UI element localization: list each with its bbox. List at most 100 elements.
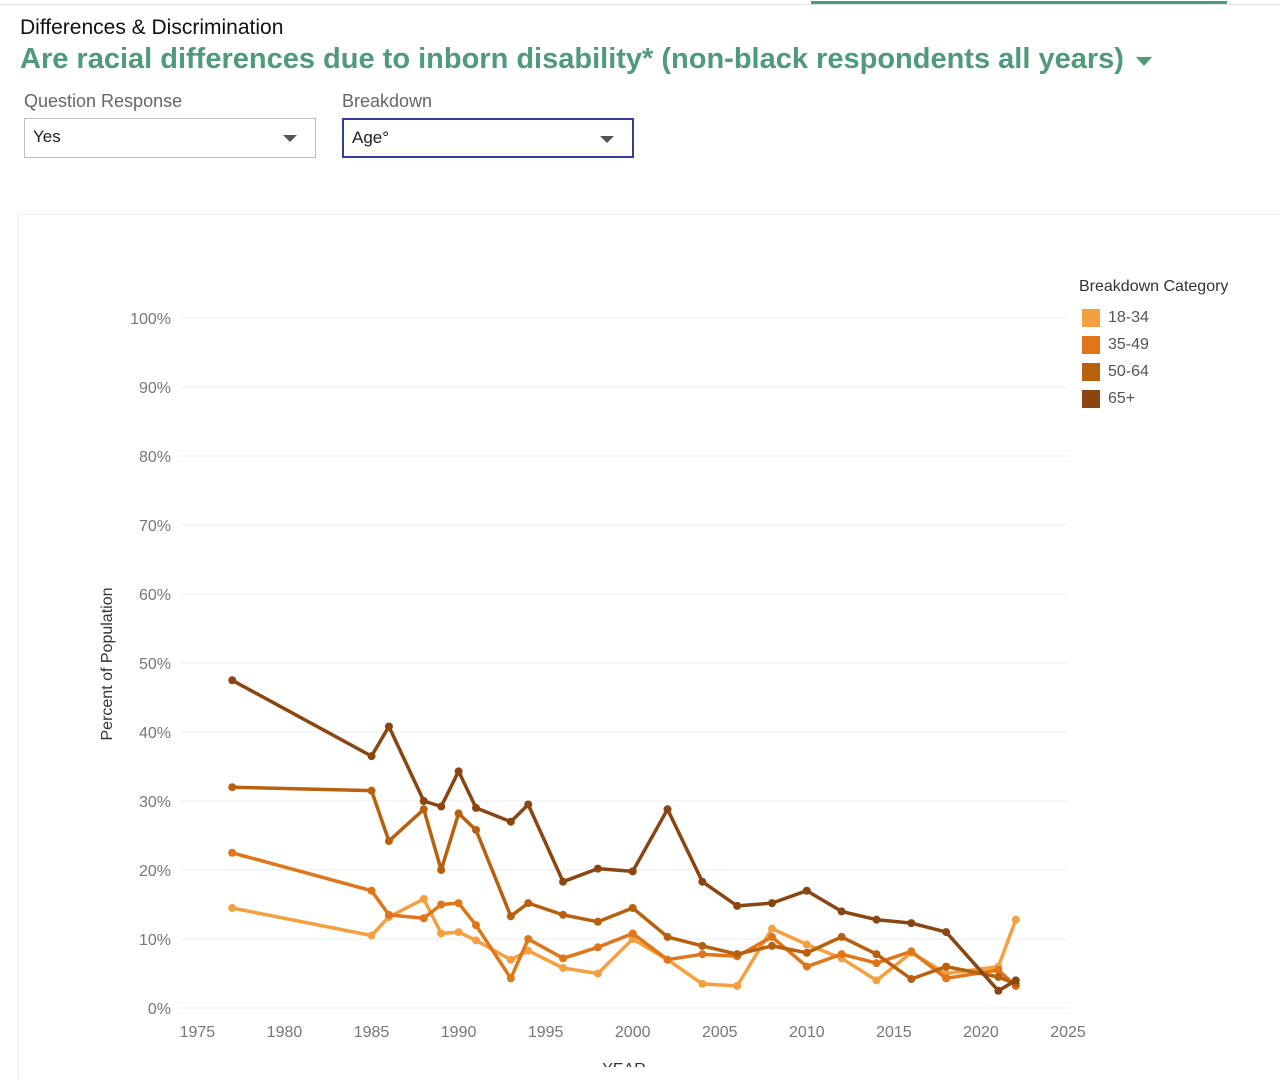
- chart-title-dropdown[interactable]: Are racial differences due to inborn dis…: [20, 43, 1152, 76]
- data-point[interactable]: [628, 867, 637, 876]
- question-response-select[interactable]: Yes: [24, 118, 316, 158]
- data-point[interactable]: [559, 910, 568, 919]
- data-point[interactable]: [942, 974, 951, 983]
- data-point[interactable]: [733, 981, 742, 990]
- data-point[interactable]: [559, 963, 568, 972]
- data-point[interactable]: [1011, 915, 1020, 924]
- legend-item[interactable]: 35-49: [1079, 331, 1228, 358]
- data-point[interactable]: [628, 929, 637, 938]
- legend-item[interactable]: 18-34: [1079, 304, 1228, 331]
- data-point[interactable]: [559, 954, 568, 963]
- data-point[interactable]: [437, 802, 446, 811]
- data-point[interactable]: [559, 877, 568, 886]
- data-point[interactable]: [698, 941, 707, 950]
- data-point[interactable]: [593, 864, 602, 873]
- legend-item[interactable]: 65+: [1079, 385, 1228, 412]
- data-point[interactable]: [994, 966, 1003, 975]
- data-point[interactable]: [228, 783, 237, 792]
- data-point[interactable]: [472, 825, 480, 834]
- legend-swatch: [1082, 335, 1100, 354]
- data-point[interactable]: [907, 975, 916, 984]
- question-response-label: Question Response: [24, 91, 183, 111]
- data-point[interactable]: [472, 936, 480, 945]
- chevron-down-icon[interactable]: [1135, 56, 1152, 66]
- data-point[interactable]: [663, 932, 672, 941]
- data-point[interactable]: [942, 962, 951, 971]
- data-point[interactable]: [524, 899, 533, 908]
- series-50-64: [228, 783, 1020, 988]
- data-point[interactable]: [506, 974, 515, 983]
- data-point[interactable]: [994, 972, 1003, 981]
- data-point[interactable]: [506, 817, 515, 826]
- data-point[interactable]: [768, 941, 776, 950]
- data-point[interactable]: [1011, 976, 1020, 985]
- data-point[interactable]: [768, 924, 776, 933]
- data-point[interactable]: [367, 752, 376, 761]
- data-point[interactable]: [384, 837, 393, 846]
- data-point[interactable]: [942, 928, 951, 937]
- chevron-down-icon: [600, 136, 614, 143]
- data-point[interactable]: [454, 767, 463, 776]
- data-point[interactable]: [524, 800, 533, 809]
- data-point[interactable]: [419, 797, 428, 805]
- data-point[interactable]: [994, 986, 1003, 995]
- data-point[interactable]: [663, 955, 672, 964]
- data-point[interactable]: [698, 950, 707, 959]
- data-point[interactable]: [802, 962, 811, 971]
- data-point[interactable]: [437, 900, 446, 909]
- data-point[interactable]: [593, 969, 602, 978]
- data-point[interactable]: [437, 929, 446, 938]
- data-point[interactable]: [733, 950, 742, 959]
- data-point[interactable]: [837, 932, 846, 941]
- data-point[interactable]: [384, 910, 393, 919]
- data-point[interactable]: [506, 955, 515, 964]
- data-point[interactable]: [367, 931, 376, 940]
- data-point[interactable]: [663, 805, 672, 814]
- data-point[interactable]: [837, 907, 846, 916]
- data-point[interactable]: [733, 901, 742, 910]
- data-point[interactable]: [593, 943, 602, 952]
- data-point[interactable]: [872, 915, 881, 924]
- data-point[interactable]: [628, 903, 637, 912]
- data-point[interactable]: [419, 914, 428, 923]
- breakdown-filter: Breakdown Age°: [342, 91, 634, 158]
- x-tick-label: 1975: [180, 1024, 216, 1041]
- data-point[interactable]: [802, 940, 811, 949]
- data-point[interactable]: [384, 722, 393, 731]
- data-point[interactable]: [698, 979, 707, 988]
- data-point[interactable]: [802, 886, 811, 895]
- data-point[interactable]: [454, 899, 463, 908]
- legend-swatch: [1082, 308, 1100, 327]
- data-point[interactable]: [872, 950, 881, 959]
- data-point[interactable]: [872, 976, 881, 985]
- data-point[interactable]: [768, 899, 776, 908]
- data-point[interactable]: [593, 917, 602, 926]
- data-point[interactable]: [907, 919, 916, 928]
- data-point[interactable]: [367, 886, 376, 895]
- breakdown-select[interactable]: Age°: [342, 118, 634, 158]
- data-point[interactable]: [472, 803, 480, 812]
- chevron-down-icon: [283, 135, 297, 142]
- data-point[interactable]: [524, 935, 533, 943]
- data-point[interactable]: [454, 809, 463, 818]
- data-point[interactable]: [228, 848, 237, 857]
- data-point[interactable]: [454, 928, 463, 937]
- data-point[interactable]: [907, 947, 916, 956]
- data-point[interactable]: [437, 866, 446, 874]
- data-point[interactable]: [837, 950, 846, 959]
- data-point[interactable]: [524, 946, 533, 955]
- data-point[interactable]: [228, 903, 237, 912]
- data-point[interactable]: [506, 912, 515, 921]
- data-point[interactable]: [472, 921, 480, 930]
- legend-item[interactable]: 50-64: [1079, 358, 1228, 385]
- data-point[interactable]: [698, 877, 707, 886]
- series-35-49: [228, 848, 1020, 990]
- data-point[interactable]: [367, 786, 376, 795]
- data-point[interactable]: [419, 805, 428, 814]
- data-point[interactable]: [768, 932, 776, 941]
- data-point[interactable]: [802, 948, 811, 957]
- data-point[interactable]: [228, 676, 237, 685]
- legend: Breakdown Category 18-34 35-49 50-64 65+: [1079, 278, 1228, 412]
- data-point[interactable]: [872, 959, 881, 968]
- data-point[interactable]: [419, 894, 428, 903]
